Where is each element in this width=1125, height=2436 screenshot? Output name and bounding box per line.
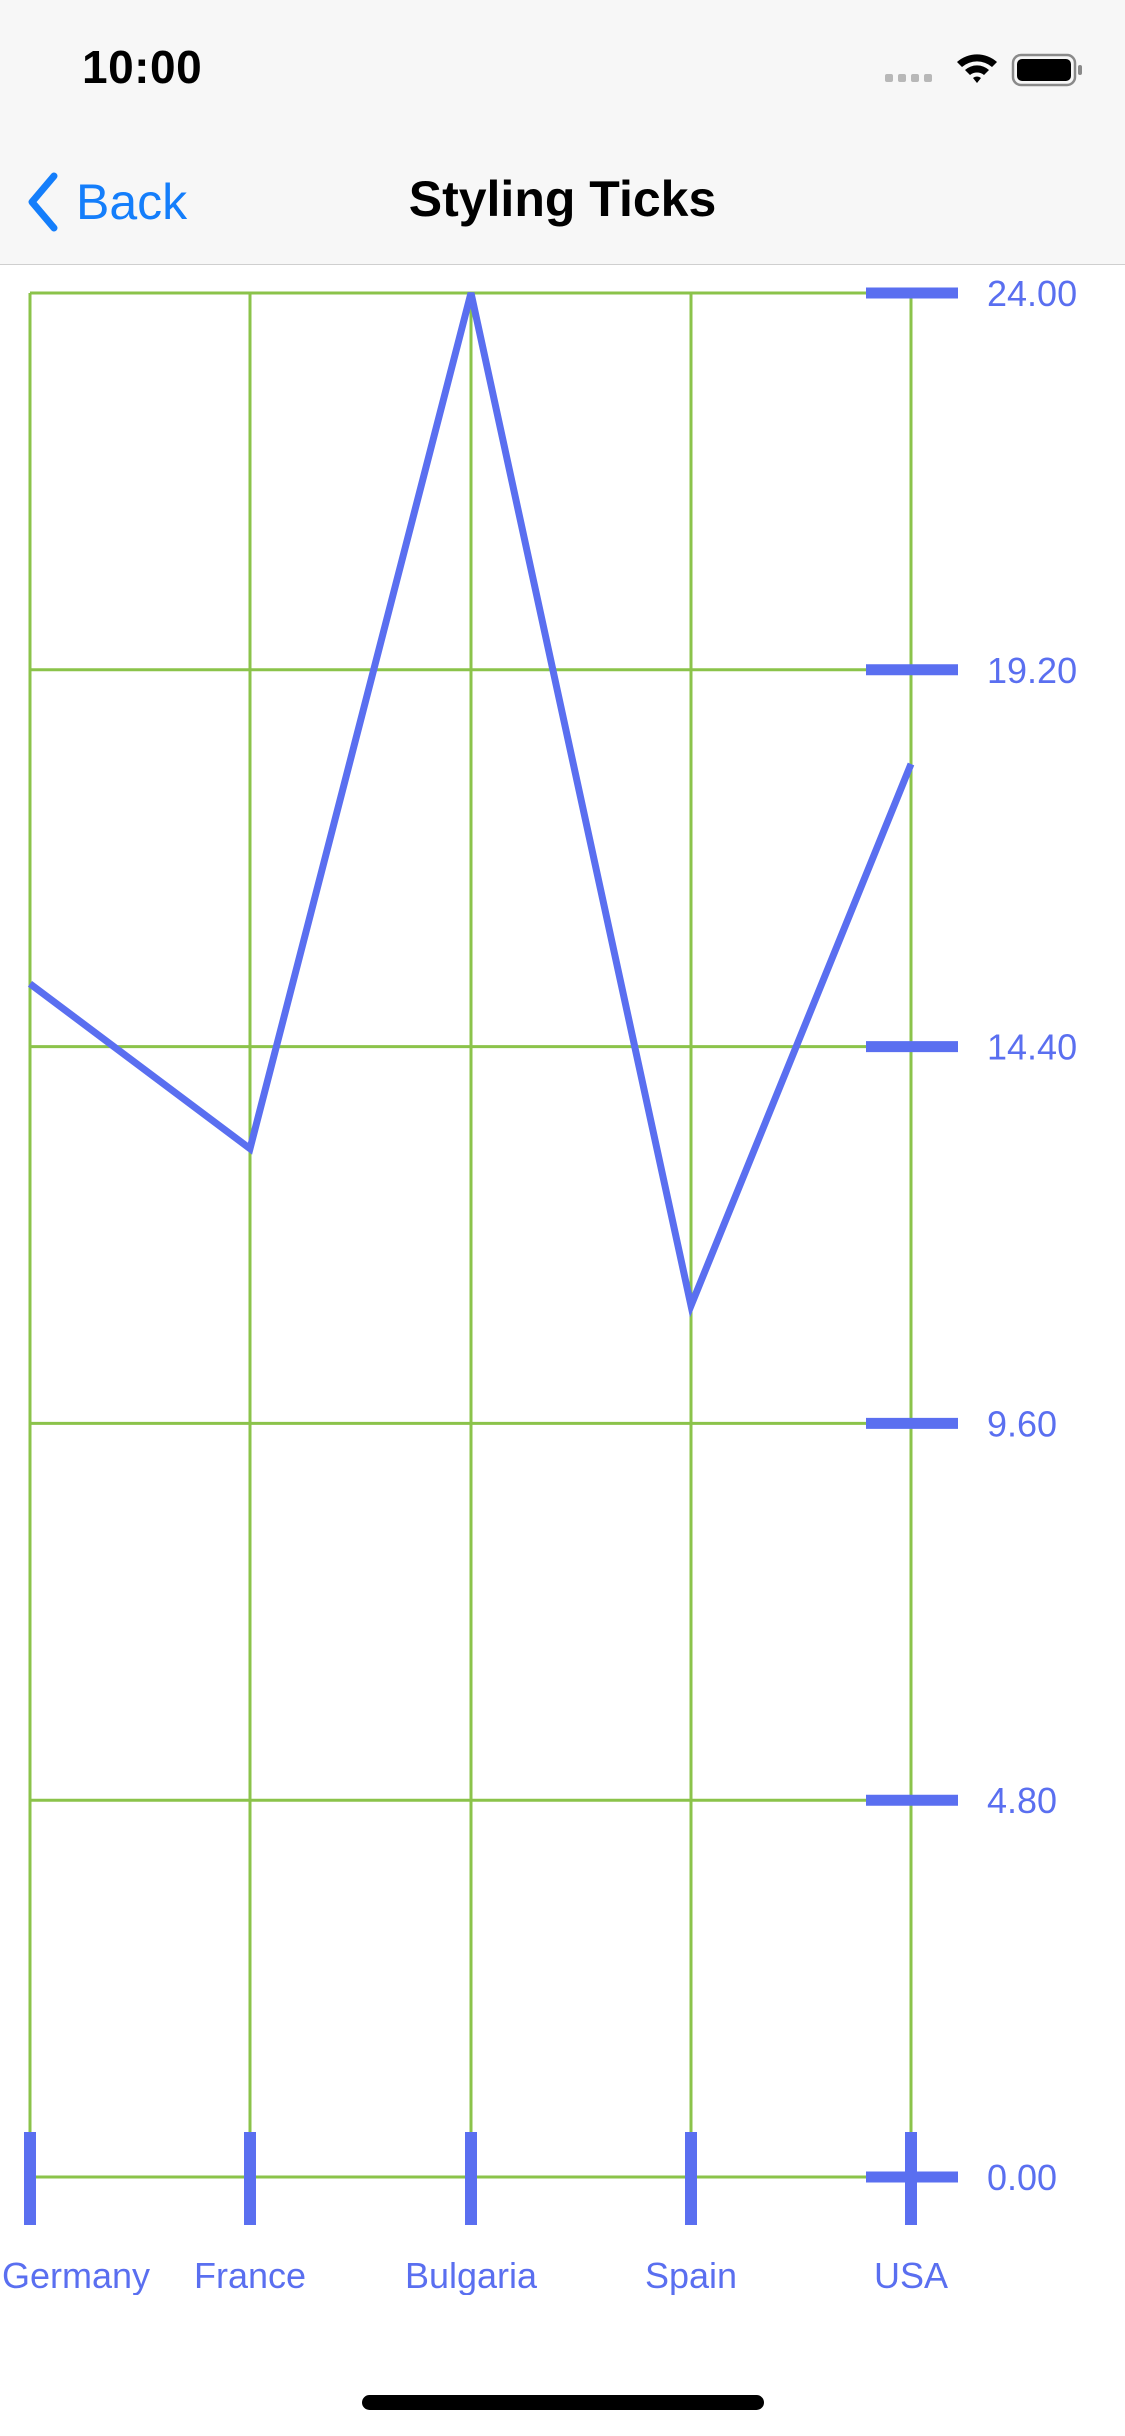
y-tick-label: 14.40	[987, 1027, 1077, 1068]
y-tick-label: 19.20	[987, 650, 1077, 691]
page-title: Styling Ticks	[408, 171, 717, 227]
navigation-bar: Back Styling Ticks	[0, 140, 1125, 265]
status-icons	[885, 53, 1082, 87]
x-tick-label: USA	[874, 2255, 948, 2295]
home-indicator	[362, 2395, 764, 2410]
status-bar: 10:00	[0, 0, 1125, 140]
cellular-signal-icon	[885, 74, 932, 82]
y-tick-label: 24.00	[987, 273, 1077, 314]
y-tick-label: 9.60	[987, 1403, 1057, 1444]
x-tick-label: France	[194, 2255, 306, 2295]
back-label: Back	[76, 174, 188, 230]
x-tick-label: Bulgaria	[405, 2255, 538, 2295]
back-button[interactable]: Back	[24, 164, 187, 240]
x-tick-label: Spain	[645, 2255, 737, 2295]
battery-icon	[1011, 53, 1082, 87]
line-chart: 0.00 4.80 9.60 14.40 19.20 24.00 Germany France…	[2, 273, 1077, 2296]
x-tick-label: Germany	[2, 2255, 150, 2295]
y-tick-label: 0.00	[987, 2157, 1057, 2198]
chevron-left-icon	[28, 172, 58, 232]
chart-area: 0.00 4.80 9.60 14.40 19.20 24.00 Germany France…	[0, 265, 1125, 2296]
y-tick-label: 4.80	[987, 1780, 1057, 1821]
wifi-icon	[957, 54, 997, 83]
status-time: 10:00	[82, 41, 203, 93]
